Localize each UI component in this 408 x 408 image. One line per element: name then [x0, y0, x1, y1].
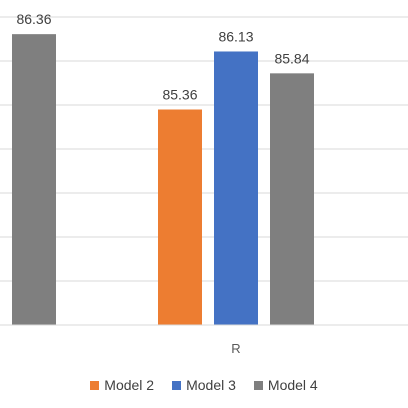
- legend-label: Model 2: [104, 377, 155, 393]
- data-label: 86.36: [16, 11, 51, 27]
- gridlines: [0, 16, 408, 282]
- bar: [158, 109, 202, 326]
- legend-swatch: [90, 380, 100, 390]
- legend-swatch: [253, 380, 263, 390]
- bar: [214, 51, 258, 325]
- data-label: 85.36: [162, 87, 197, 103]
- legend-item-model-3: Model 3: [172, 377, 236, 393]
- bars: [12, 34, 314, 326]
- legend-label: Model 3: [186, 377, 236, 393]
- data-label: 85.84: [274, 50, 309, 66]
- legend: Model 2 Model 3 Model 4: [0, 374, 408, 396]
- x-tick-labels: R: [231, 341, 240, 356]
- legend-swatch: [172, 380, 182, 390]
- x-tick-label: R: [231, 341, 240, 356]
- legend-item-model-4: Model 4: [253, 377, 318, 393]
- data-label: 86.13: [218, 28, 253, 44]
- legend-label: Model 4: [267, 377, 318, 393]
- legend-item-model-2: Model 2: [90, 377, 154, 393]
- data-labels: 85.36 86.13 86.36 85.84: [16, 11, 309, 102]
- bar: [270, 73, 314, 325]
- bar: [12, 34, 56, 325]
